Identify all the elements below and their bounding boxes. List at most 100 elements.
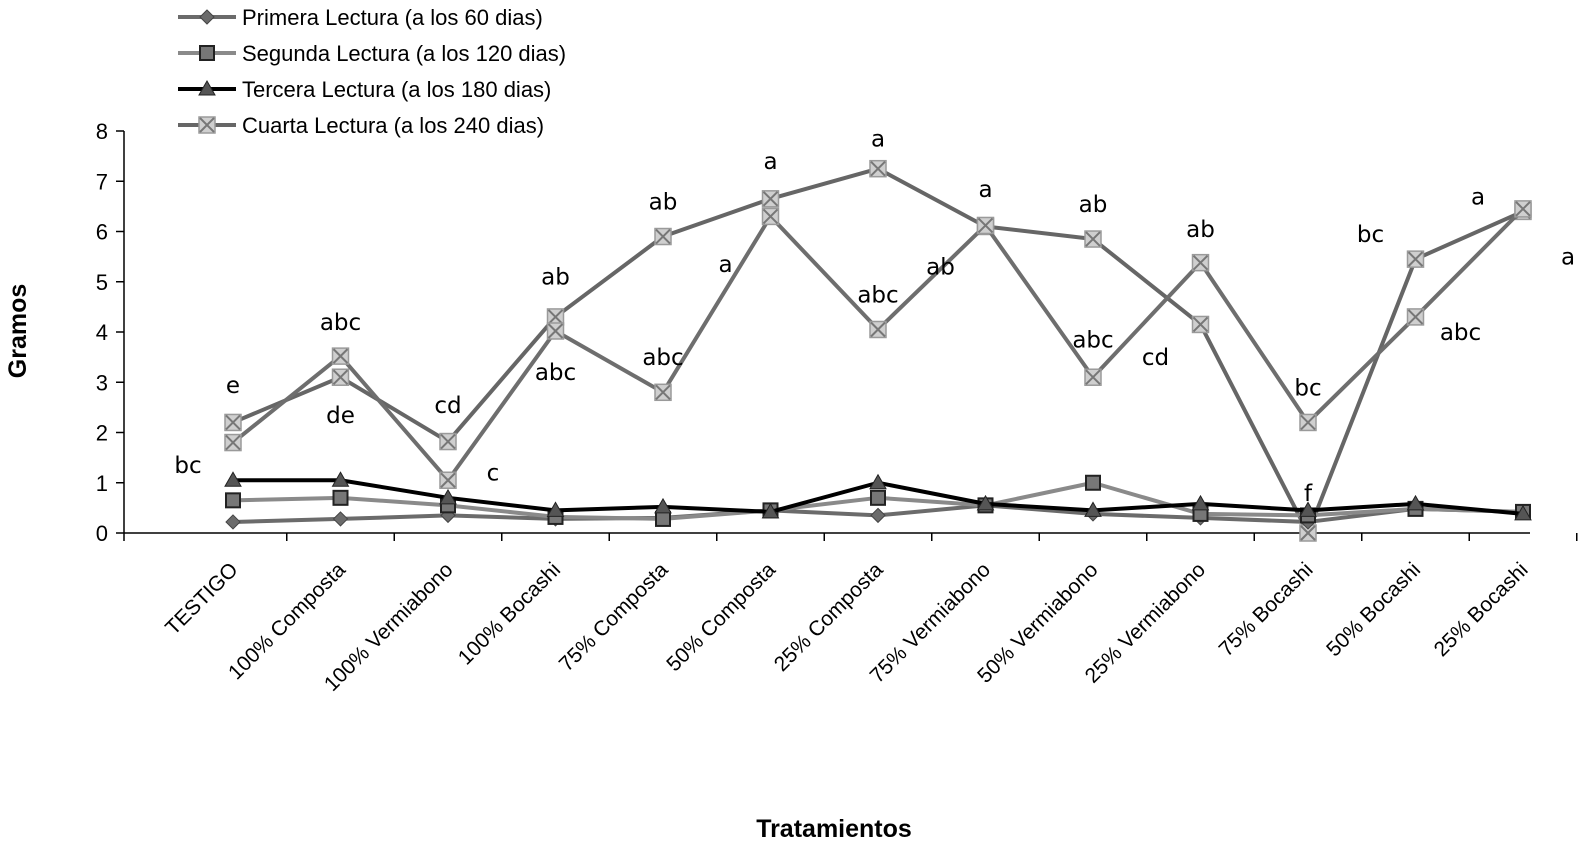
data-point [761,502,780,519]
data-point [225,514,241,530]
data-point [331,471,350,487]
legend-label: Segunda Lectura (a los 120 dias) [242,41,566,66]
annotation-label: ab [649,189,678,215]
x-tick-label: 50% Composta [662,558,780,676]
data-point [1514,504,1532,521]
annotations: e bc abc de cd c ab abc ab abc a a a abc a ab ab abc ab cd b… [174,127,1575,507]
series-3 [224,471,1532,521]
data-point [869,473,887,490]
annotation-label: a [763,149,777,175]
data-point [1084,230,1102,248]
data-point [224,413,242,432]
y-axis-title: Gramos [4,284,32,378]
x-tick-label: 25% Bocashi [1430,558,1533,661]
y-tick-label: 8 [96,119,108,144]
series-4 [224,159,1532,542]
series-5 [224,200,1532,489]
data-point [331,368,350,386]
annotation-label: ab [541,265,570,291]
x-tick-label: 25% Vermiabono [1081,558,1210,687]
y-tick-label: 3 [96,370,108,395]
data-point [1084,501,1102,517]
annotation-label: ab [926,255,955,281]
data-point [1514,200,1532,218]
annotation-label: abc [1440,320,1481,346]
data-point [332,511,349,527]
data-point [869,320,887,339]
data-point [331,347,350,365]
x-tick-label: 25% Composta [770,558,888,676]
data-point [1406,494,1425,511]
legend-item: Primera Lectura (a los 60 dias) [178,5,543,30]
legend-item: Tercera Lectura (a los 180 dias) [178,77,551,102]
x-tick-label: 100% Composta [224,558,350,684]
annotation-label: ab [1186,217,1215,243]
annotation-label: bc [174,453,201,479]
annotation-label: ab [1079,192,1108,218]
data-point [1406,250,1425,268]
legend-marker [198,79,216,96]
x-axis-title: Tratamientos [756,815,912,843]
data-point [1085,474,1101,491]
annotation-label: de [326,403,355,429]
data-point [870,489,886,506]
legend-item: Cuarta Lectura (a los 240 dias) [178,113,544,138]
series-line [231,207,1525,483]
y-tick-label: 1 [96,471,108,496]
data-point [546,501,565,517]
annotation-label: e [226,373,240,399]
y-ticks: 0 1 2 3 4 5 6 7 8 [96,119,124,546]
data-point [1406,308,1425,326]
data-point [1084,368,1102,386]
data-point [976,494,995,511]
x-tick-label: 50% Bocashi [1322,558,1425,661]
data-point [869,159,887,178]
data-point [654,227,672,246]
legend-marker [198,116,216,134]
annotation-label: a [1471,184,1485,210]
data-point [1299,413,1317,432]
data-point [1191,253,1210,272]
annotation-label: c [487,461,500,487]
data-point [1191,494,1210,511]
annotation-label: abc [320,310,361,336]
legend-item: Segunda Lectura (a los 120 dias) [178,41,566,66]
annotation-label: a [871,127,885,153]
y-tick-label: 0 [96,521,108,546]
legend-label: Tercera Lectura (a los 180 dias) [242,77,551,102]
data-point [1299,501,1317,517]
y-tick-label: 4 [96,320,108,345]
data-point [655,510,671,527]
y-tick-label: 6 [96,220,108,245]
legend-marker [199,45,215,61]
data-point [761,207,780,226]
annotation-label: abc [1072,328,1113,354]
legend-marker [199,9,215,25]
x-tick-label: 75% Composta [555,558,673,676]
data-point [761,190,780,208]
annotation-label: a [1561,245,1575,271]
data-point [1299,524,1317,542]
annotation-label: cd [434,393,461,419]
annotation-label: abc [535,360,576,386]
y-tick-label: 5 [96,270,108,295]
data-point [976,216,995,235]
data-point [870,507,886,524]
data-point [224,471,242,487]
data-point [332,489,349,506]
series-group [224,159,1532,542]
legend-label: Primera Lectura (a los 60 dias) [242,5,543,30]
x-tick-label: 75% Bocashi [1215,558,1318,661]
data-point [439,488,457,505]
data-point [654,383,672,402]
data-point [546,322,565,340]
data-point [225,492,241,509]
annotation-label: a [718,252,732,278]
x-tick-label: TESTIGO [161,558,242,639]
annotation-label: cd [1142,345,1169,371]
annotation-label: abc [857,282,898,308]
annotation-label: bc [1357,222,1384,248]
x-tick-label: 100% Bocashi [454,558,565,669]
